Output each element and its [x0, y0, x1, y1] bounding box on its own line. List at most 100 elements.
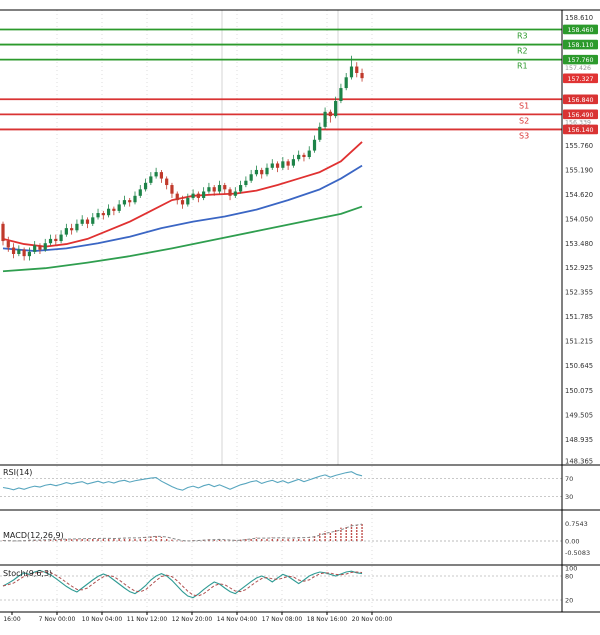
price-tag-s3-box — [563, 124, 598, 135]
candle-down — [101, 213, 105, 216]
price-tag-s2-box — [563, 109, 598, 120]
price-tag-r2-box — [563, 39, 598, 50]
candle-down — [11, 247, 16, 254]
candle-down — [212, 187, 216, 192]
price-axis-label: 151.215 — [565, 338, 593, 346]
candle-up — [33, 245, 37, 252]
candle-up — [48, 238, 53, 244]
price-axis-label: 150.645 — [565, 362, 593, 370]
candle-down — [38, 245, 42, 250]
candle-down — [54, 238, 58, 242]
stoch-axis-label: 80 — [565, 573, 573, 581]
candle-up — [318, 126, 322, 140]
time-axis-label: 18 Nov 16:00 — [307, 616, 348, 623]
resistance-label-r3: R3 — [517, 31, 528, 40]
price-axis-label: 154.050 — [565, 216, 593, 224]
support-label-s1: S1 — [519, 101, 529, 110]
price-axis-minor-label: 156.339 — [565, 119, 591, 126]
candle-up — [117, 204, 121, 211]
time-axis-label: 10 Nov 04:00 — [82, 616, 123, 623]
candle-up — [244, 180, 248, 186]
candle-down — [70, 228, 74, 231]
candle-up — [154, 172, 158, 177]
ma-slow-line — [2, 205, 363, 273]
price-axis-label: 155.190 — [565, 166, 593, 174]
candle-up — [265, 167, 269, 175]
candle-down — [302, 154, 306, 158]
candle-up — [297, 154, 301, 160]
candle-up — [133, 195, 137, 203]
candle-down — [128, 200, 132, 203]
macd-axis-label: 0.00 — [565, 538, 579, 546]
macd-axis-label: -0.5083 — [565, 549, 590, 557]
candle-down — [85, 219, 90, 224]
stoch-panel-label: Stoch(9,6,3) — [3, 569, 53, 578]
stoch-k-line — [2, 569, 363, 599]
time-axis-label: 17 Nov 08:00 — [262, 616, 303, 623]
candle-down — [196, 193, 200, 198]
price-axis-label: 154.620 — [565, 191, 593, 199]
candle-down — [6, 241, 10, 248]
candle-down — [260, 169, 264, 175]
price-tag-r1-box — [563, 54, 598, 65]
price-tag-s2-text: 156.490 — [567, 112, 593, 119]
stoch-axis-label: 20 — [565, 597, 573, 605]
candle-down — [112, 208, 116, 211]
candle-down — [175, 193, 179, 201]
candle-up — [191, 193, 195, 198]
price-axis-minor-label: 157.426 — [565, 65, 591, 72]
candle-up — [43, 243, 47, 250]
candle-up — [349, 66, 354, 78]
price-axis-label: 152.355 — [565, 289, 593, 297]
price-tag-r3-box — [563, 24, 598, 35]
price-tag-s3-text: 156.140 — [567, 127, 593, 134]
candle-down — [170, 185, 174, 194]
candle-up — [323, 111, 327, 127]
candle-up — [344, 77, 348, 89]
support-label-s2: S2 — [519, 116, 529, 125]
macd-signal-line — [2, 523, 363, 542]
candle-up — [270, 163, 274, 168]
price-tag-r3-text: 158.460 — [567, 27, 593, 34]
price-axis-label: 149.505 — [565, 411, 593, 419]
price-axis-label: 158.610 — [565, 14, 593, 22]
candle-up — [96, 213, 100, 218]
time-axis-label: 16:00 — [3, 616, 20, 623]
candle-up — [27, 251, 31, 257]
price-axis-label: 152.925 — [565, 264, 593, 272]
candle-up — [249, 174, 253, 181]
candle-down — [360, 72, 364, 79]
price-axis-label: 148.935 — [565, 436, 593, 444]
candle-up — [59, 234, 63, 242]
candle-up — [339, 88, 343, 102]
resistance-label-r2: R2 — [517, 47, 528, 56]
candle-up — [75, 223, 79, 231]
rsi-level-label: 30 — [565, 493, 573, 501]
candle-down — [286, 161, 290, 166]
current-price-tag-text: 157.327 — [567, 76, 593, 83]
candle-up — [91, 217, 95, 224]
candle-up — [239, 185, 243, 192]
candle-down — [223, 185, 227, 190]
rsi-panel-label: RSI(14) — [3, 468, 33, 477]
time-axis-label: 7 Nov 00:00 — [39, 616, 76, 623]
price-axis-label: 151.785 — [565, 313, 593, 321]
candle-down — [180, 200, 185, 205]
candle-up — [107, 208, 111, 216]
candle-down — [328, 111, 332, 117]
candle-up — [149, 176, 153, 183]
support-label-s3: S3 — [519, 131, 529, 140]
candle-up — [80, 219, 84, 224]
candle-up — [334, 101, 338, 117]
price-axis-label: 155.760 — [565, 142, 593, 150]
candle-down — [159, 172, 163, 179]
price-tag-s1-text: 156.840 — [567, 97, 593, 104]
candle-up — [281, 161, 285, 168]
candle-up — [312, 139, 317, 151]
candle-up — [233, 191, 237, 196]
price-tag-s1-box — [563, 94, 598, 105]
resistance-label-r1: R1 — [517, 62, 528, 71]
